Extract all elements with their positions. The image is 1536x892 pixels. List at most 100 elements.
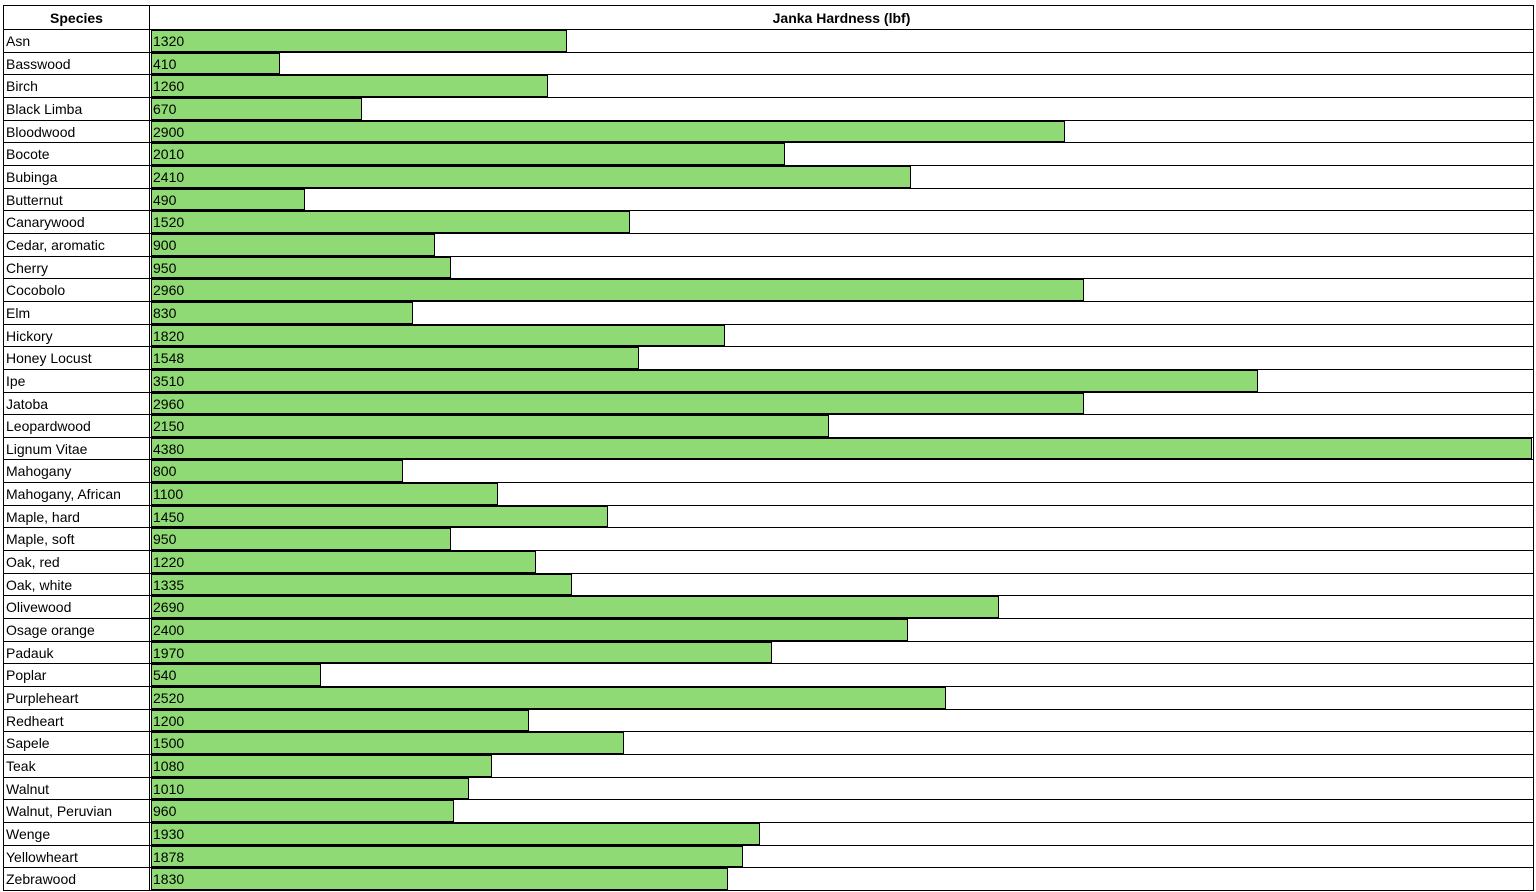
species-cell: Butternut xyxy=(4,188,150,211)
data-bar xyxy=(151,551,536,573)
species-cell: Zebrawood xyxy=(4,868,150,890)
hardness-value: 960 xyxy=(153,803,177,820)
data-bar xyxy=(151,233,435,256)
hardness-cell: 2150 xyxy=(150,415,1534,437)
table-row: Black Limba 670 xyxy=(4,97,1534,121)
hardness-cell: 1010 xyxy=(150,777,1534,800)
data-bar xyxy=(151,822,760,845)
species-cell: Poplar xyxy=(4,664,150,687)
hardness-value: 2960 xyxy=(153,395,185,412)
data-bar xyxy=(151,392,1085,415)
data-bar xyxy=(151,800,454,822)
hardness-value: 950 xyxy=(153,531,177,548)
hardness-cell: 1970 xyxy=(150,641,1534,664)
species-cell: Honey Locust xyxy=(4,347,150,369)
table-row: Bocote 2010 xyxy=(4,143,1534,166)
hardness-cell: 1320 xyxy=(150,30,1534,52)
species-cell: Cocobolo xyxy=(4,279,150,301)
species-cell: Redheart xyxy=(4,709,150,732)
header-row: Species Janka Hardness (lbf) xyxy=(4,6,1534,30)
species-cell: Padauk xyxy=(4,641,150,664)
table-row: Sapele 1500 xyxy=(4,732,1534,755)
species-cell: Canarywood xyxy=(4,211,150,233)
species-cell: Birch xyxy=(4,75,150,97)
hardness-cell: 960 xyxy=(150,800,1534,822)
data-bar xyxy=(151,279,1085,301)
hardness-value: 1520 xyxy=(153,214,185,231)
hardness-cell: 1200 xyxy=(150,709,1534,732)
hardness-value: 3510 xyxy=(153,372,185,389)
data-bar xyxy=(151,641,773,664)
data-bar xyxy=(151,324,725,347)
hardness-value: 1010 xyxy=(153,780,185,797)
hardness-cell: 1520 xyxy=(150,211,1534,233)
hardness-cell: 1100 xyxy=(150,483,1534,505)
hardness-value: 1220 xyxy=(153,554,185,571)
hardness-value: 1335 xyxy=(153,576,185,593)
data-bar xyxy=(151,256,451,279)
hardness-value: 1260 xyxy=(153,78,185,95)
hardness-cell: 2410 xyxy=(150,165,1534,188)
spreadsheet-table: Species Janka Hardness (lbf) Asn 1320 Bass… xyxy=(3,5,1534,891)
data-bar xyxy=(151,709,530,732)
data-bar xyxy=(151,845,744,868)
species-cell: Basswood xyxy=(4,52,150,75)
data-bar xyxy=(151,165,911,188)
data-bar xyxy=(151,52,281,75)
species-cell: Mahogany xyxy=(4,460,150,483)
hardness-cell: 2960 xyxy=(150,392,1534,415)
species-cell: Bocote xyxy=(4,143,150,165)
hardness-cell: 1450 xyxy=(150,505,1534,528)
data-bar xyxy=(151,369,1258,392)
table-row: Asn 1320 xyxy=(4,30,1534,53)
hardness-value: 490 xyxy=(153,191,177,208)
hardness-cell: 950 xyxy=(150,528,1534,551)
species-cell: Bloodwood xyxy=(4,120,150,143)
data-bar xyxy=(151,483,498,505)
hardness-cell: 1260 xyxy=(150,75,1534,97)
data-bar xyxy=(151,505,609,528)
hardness-value: 1080 xyxy=(153,758,185,774)
data-bar xyxy=(151,415,829,437)
hardness-value: 2520 xyxy=(153,690,185,707)
hardness-cell: 540 xyxy=(150,664,1534,687)
table-row: Olivewood 2690 xyxy=(4,596,1534,620)
table-row: Yellowheart 1878 xyxy=(4,845,1534,869)
hardness-value: 1500 xyxy=(153,735,185,752)
hardness-value: 950 xyxy=(153,259,177,276)
hardness-cell: 1080 xyxy=(150,755,1534,777)
hardness-value: 2010 xyxy=(153,146,185,163)
table-row: Butternut 490 xyxy=(4,188,1534,212)
table-row: Oak, white 1335 xyxy=(4,573,1534,597)
hardness-value: 1450 xyxy=(153,508,185,525)
species-cell: Walnut, Peruvian xyxy=(4,800,150,822)
species-cell: Jatoba xyxy=(4,392,150,415)
hardness-cell: 2010 xyxy=(150,143,1534,165)
hardness-value: 1820 xyxy=(153,327,185,344)
table-row: Poplar 540 xyxy=(4,664,1534,688)
table-row: Elm 830 xyxy=(4,301,1534,325)
data-bar xyxy=(151,664,322,687)
table-row: Hickory 1820 xyxy=(4,324,1534,348)
species-cell: Walnut xyxy=(4,777,150,800)
hardness-value: 1830 xyxy=(153,871,185,888)
hardness-cell: 3510 xyxy=(150,369,1534,392)
data-bar xyxy=(151,596,1000,619)
species-cell: Yellowheart xyxy=(4,845,150,868)
hardness-cell: 900 xyxy=(150,233,1534,256)
table-row: Mahogany 800 xyxy=(4,460,1534,484)
hardness-cell: 830 xyxy=(150,301,1534,324)
table-row: Bloodwood 2900 xyxy=(4,120,1534,144)
hardness-value: 1970 xyxy=(153,644,185,661)
species-cell: Maple, hard xyxy=(4,505,150,528)
data-bar xyxy=(151,619,908,641)
data-bar xyxy=(151,97,363,120)
species-cell: Osage orange xyxy=(4,619,150,641)
hardness-value: 1930 xyxy=(153,825,185,842)
hardness-cell: 800 xyxy=(150,460,1534,483)
hardness-value: 2410 xyxy=(153,168,185,185)
table-row: Padauk 1970 xyxy=(4,641,1534,665)
hardness-value: 1320 xyxy=(153,33,185,49)
species-cell: Black Limba xyxy=(4,97,150,120)
